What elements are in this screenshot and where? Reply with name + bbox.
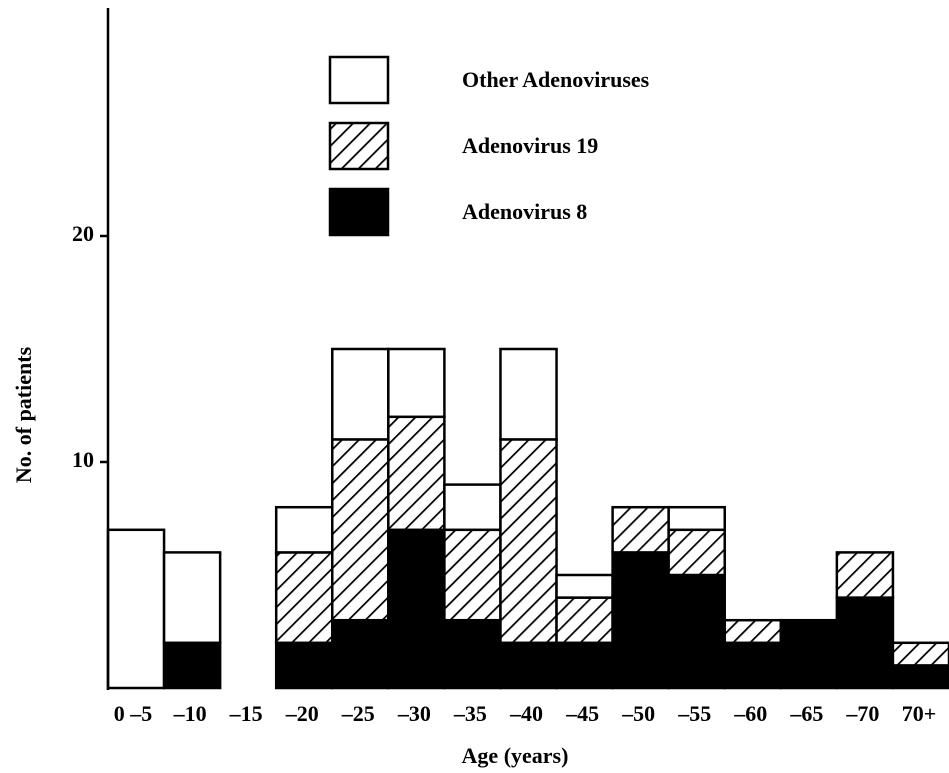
bar-segment <box>443 618 502 690</box>
bar-segment <box>555 641 614 690</box>
x-axis-title: Age (years) <box>462 743 569 768</box>
bar-segment <box>891 664 949 690</box>
bar-segment <box>274 551 334 645</box>
x-tick-label: –15 <box>229 701 263 726</box>
bar-segment <box>723 641 783 690</box>
bar-segment <box>667 573 726 690</box>
bar-segment <box>891 641 949 667</box>
bar-segment <box>499 438 558 645</box>
x-tick-label: –25 <box>341 701 375 726</box>
bar-segment <box>555 573 614 599</box>
x-tick-label: –45 <box>565 701 599 726</box>
bar-segment <box>779 618 839 690</box>
x-tick-label: –40 <box>509 701 543 726</box>
bar-segment <box>443 528 502 622</box>
y-tick-label: 20 <box>72 221 94 246</box>
legend-swatch <box>328 121 390 171</box>
bar-segment <box>835 551 895 599</box>
bar-segment <box>555 596 614 645</box>
x-tick-label: –55 <box>677 701 711 726</box>
bar-segment <box>611 551 670 690</box>
bar-segment <box>106 528 166 690</box>
x-tick-label: –70 <box>845 701 879 726</box>
bar-segment <box>443 483 502 532</box>
plot-area <box>106 347 949 690</box>
y-axis-title: No. of patients <box>11 346 36 483</box>
legend-label: Adenovirus 19 <box>462 133 598 158</box>
bar-segment <box>499 641 558 690</box>
bar-segment <box>499 347 558 441</box>
bar-segment <box>162 641 222 690</box>
bar-segment <box>331 438 390 622</box>
x-tick-label: 70+ <box>902 701 937 726</box>
x-tick-label: –10 <box>173 701 207 726</box>
x-tick-label: –65 <box>789 701 823 726</box>
legend-swatch <box>328 187 390 237</box>
bar-segment <box>274 505 334 554</box>
bar-segment <box>331 618 390 690</box>
legend-swatch <box>328 55 390 105</box>
bar-segment <box>162 551 222 645</box>
legend-label: Adenovirus 8 <box>462 199 587 224</box>
x-tick-label: –50 <box>621 701 655 726</box>
legend-label: Other Adenoviruses <box>462 67 650 92</box>
bar-segment <box>387 528 446 690</box>
bar-segment <box>835 596 895 690</box>
bar-segment <box>611 505 670 554</box>
bar-segment <box>723 618 783 645</box>
x-tick-label: –30 <box>397 701 431 726</box>
bar-segment <box>387 415 446 532</box>
bar-segment <box>274 641 334 690</box>
x-tick-label: 0 –5 <box>114 701 153 726</box>
bar-segment <box>667 528 726 577</box>
bar-segment <box>387 347 446 419</box>
x-tick-label: –35 <box>453 701 487 726</box>
bar-segment <box>667 505 726 532</box>
x-tick-label: –60 <box>733 701 767 726</box>
bar-segment <box>331 347 390 441</box>
y-tick-label: 10 <box>72 447 94 472</box>
x-tick-label: –20 <box>285 701 319 726</box>
